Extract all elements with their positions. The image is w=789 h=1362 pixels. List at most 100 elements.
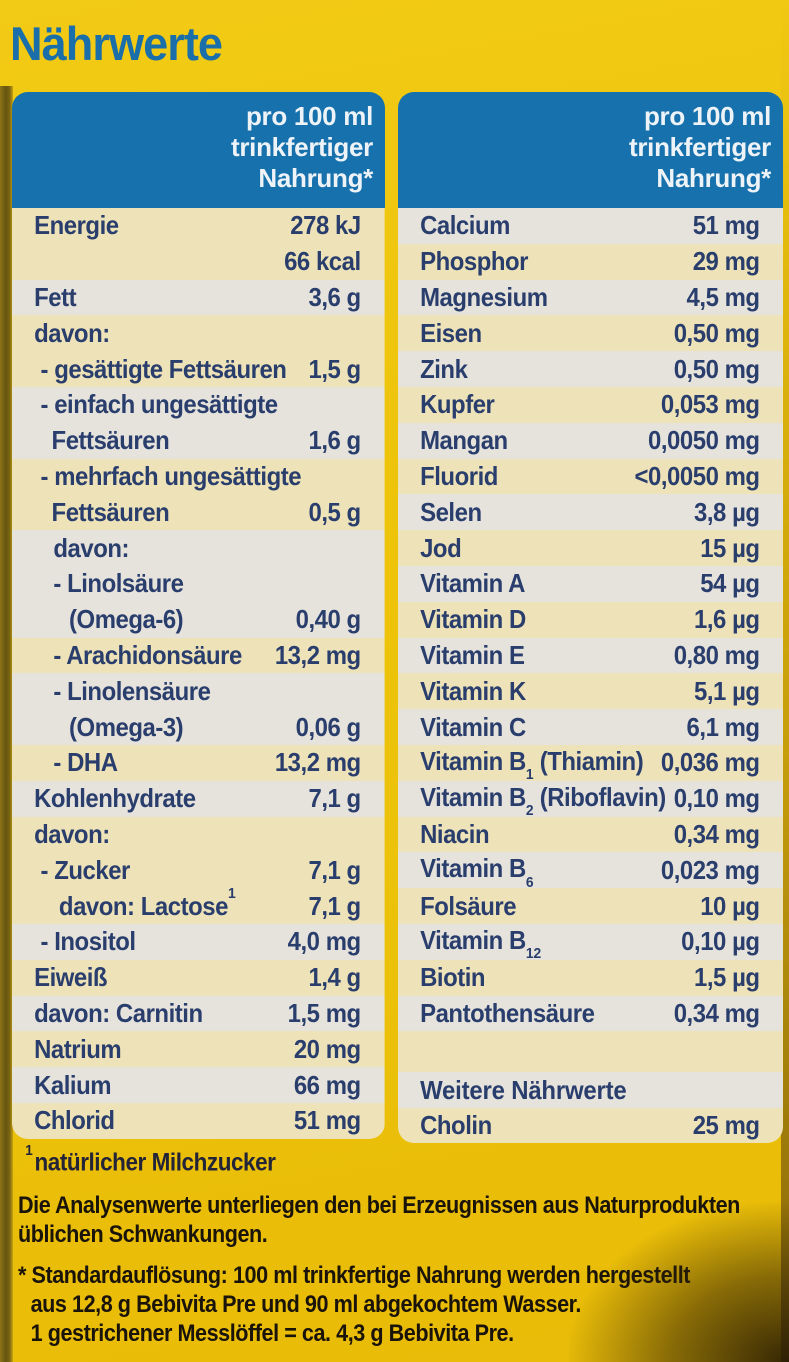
table-row: Eiweiß 1,4 g: [12, 959, 385, 996]
row-label: Vitamin C: [420, 711, 526, 742]
row-label: Magnesium: [420, 281, 548, 312]
table-spacer-row: [398, 1031, 783, 1073]
table-row: davon: Lactose1 7,1 g: [12, 885, 385, 924]
row-label: Vitamin B12: [420, 924, 542, 963]
row-value: 0,80 mg: [673, 639, 760, 670]
row-label: Weitere Nährwerte: [420, 1074, 627, 1105]
row-label: Cholin: [420, 1110, 492, 1141]
row-label: Kalium: [34, 1069, 112, 1100]
row-value: 5,1 µg: [694, 675, 760, 706]
row-label: Kupfer: [420, 389, 495, 420]
row-label: Energie: [34, 210, 119, 241]
standard-dilution-label: Standardauflösung:: [31, 1261, 228, 1289]
table-row: Kalium 66 mg: [12, 1067, 385, 1103]
photo-corner-shadow: [569, 1202, 789, 1362]
row-value: 1,6 g: [308, 425, 361, 456]
row-label: (Omega-6): [69, 604, 184, 635]
row-value: 13,2 mg: [274, 639, 361, 670]
row-value: 0,023 mg: [660, 854, 760, 885]
table-row: Folsäure 10 µg: [398, 888, 783, 924]
row-value: <0,0050 mg: [634, 460, 760, 491]
row-label: - Arachidonsäure: [53, 639, 242, 670]
nutrition-table-micronutrients: pro 100 ml trinkfertiger Nahrung* Calciu…: [398, 92, 783, 1144]
table-row: - Arachidonsäure 13,2 mg: [12, 637, 385, 674]
row-label: - DHA: [53, 747, 118, 778]
table-row: - Linolensäure: [12, 673, 385, 710]
table-row: davon: Carnitin 1,5 mg: [12, 995, 385, 1032]
row-label: (Omega-3): [69, 711, 184, 742]
row-label: - mehrfach ungesättigte: [40, 460, 302, 491]
table-row: Eisen 0,50 mg: [398, 315, 783, 352]
row-value: 7,1 g: [308, 854, 361, 885]
table-row: Vitamin A 54 µg: [398, 565, 783, 602]
row-value: 0,34 mg: [673, 818, 760, 849]
package-fold-shadow-left: [0, 86, 13, 1362]
table-row: Selen 3,8 µg: [398, 494, 783, 531]
table-row: - Zucker 7,1 g: [12, 852, 385, 889]
table-row: Chlorid 51 mg: [12, 1102, 385, 1139]
footnote-standard-dilution: * Standardauflösung: 100 ml trinkfertige…: [18, 1261, 779, 1349]
row-value: 0,036 mg: [660, 747, 760, 778]
row-value: 278 kJ: [290, 210, 361, 241]
table-row: davon:: [12, 315, 385, 352]
footnote-standard-line3: 1 gestrichener Messlöffel = ca. 4,3 g Be…: [30, 1320, 515, 1348]
row-value: 7,1 g: [308, 890, 361, 921]
row-label: Mangan: [420, 425, 508, 456]
row-value: 51 mg: [692, 210, 760, 241]
nutrition-table-macronutrients: pro 100 ml trinkfertiger Nahrung* Energi…: [12, 92, 385, 1139]
table-header-left: pro 100 ml trinkfertiger Nahrung*: [12, 92, 385, 208]
row-value: 4,5 mg: [686, 281, 760, 312]
table-row: Calcium 51 mg: [398, 208, 783, 244]
table-row: Niacin 0,34 mg: [398, 816, 783, 853]
footnote-standard-line2: aus 12,8 g Bebivita Pre und 90 ml abgeko…: [30, 1291, 582, 1319]
row-label: Kohlenhydrate: [34, 783, 196, 814]
row-value: 66 kcal: [284, 246, 361, 277]
package-edge-right: [781, 0, 789, 1362]
table-row: Biotin 1,5 µg: [398, 959, 783, 996]
row-label: - Inositol: [40, 926, 137, 957]
table-row: (Omega-6) 0,40 g: [12, 601, 385, 638]
row-value: 0,0050 mg: [648, 425, 760, 456]
row-label: Vitamin D: [420, 604, 526, 635]
table-row: - Inositol 4,0 mg: [12, 923, 385, 960]
row-value: 0,053 mg: [660, 389, 760, 420]
row-value: 0,10 µg: [681, 926, 760, 957]
table-row: davon:: [12, 816, 385, 853]
row-label: Pantothensäure: [420, 997, 595, 1028]
table-row: Vitamin E 0,80 mg: [398, 637, 783, 674]
row-label: davon: Lactose1: [58, 885, 236, 921]
table-row: Zink 0,50 mg: [398, 351, 783, 387]
footnote-milk-sugar: 1natürlicher Milchzucker: [18, 1142, 779, 1177]
table-row: Fluorid <0,0050 mg: [398, 458, 783, 495]
row-value: 29 mg: [692, 246, 760, 277]
row-label: Fett: [34, 281, 77, 312]
row-value: 54 µg: [700, 568, 760, 599]
row-label: davon:: [53, 532, 130, 563]
row-value: 0,06 g: [295, 711, 362, 742]
row-value: 0,10 mg: [673, 783, 760, 814]
table-row: Fettsäuren 0,5 g: [12, 494, 385, 531]
table-row: Kohlenhydrate 7,1 g: [12, 780, 385, 817]
table-row: Vitamin K 5,1 µg: [398, 673, 783, 710]
row-value: 51 mg: [293, 1105, 361, 1136]
table-row: Kupfer 0,053 mg: [398, 386, 783, 423]
table-row: Jod 15 µg: [398, 530, 783, 566]
row-label: Selen: [420, 496, 482, 527]
table-row: Vitamin B1 (Thiamin) 0,036 mg: [398, 744, 783, 783]
table-rows-right: Calcium 51 mg Phosphor 29 mg Magnesium 4,5 mg…: [398, 208, 783, 1144]
table-row: Fett 3,6 g: [12, 279, 385, 316]
row-label: Eisen: [420, 317, 482, 348]
table-row: - einfach ungesättigte: [12, 386, 385, 423]
table-row: Vitamin B6 0,023 mg: [398, 852, 783, 891]
row-value: 20 mg: [293, 1033, 361, 1064]
row-label: - einfach ungesättigte: [40, 389, 279, 420]
table-row: davon:: [12, 530, 385, 566]
row-label: - gesättigte Fettsäuren: [40, 353, 287, 384]
asterisk-marker: *: [18, 1261, 32, 1289]
row-label: - Linolensäure: [53, 675, 211, 706]
row-label: Niacin: [420, 818, 490, 849]
row-label: Biotin: [420, 962, 486, 993]
row-label: Vitamin B6: [420, 853, 534, 891]
row-label: Phosphor: [420, 246, 529, 277]
row-label: Jod: [420, 532, 462, 563]
